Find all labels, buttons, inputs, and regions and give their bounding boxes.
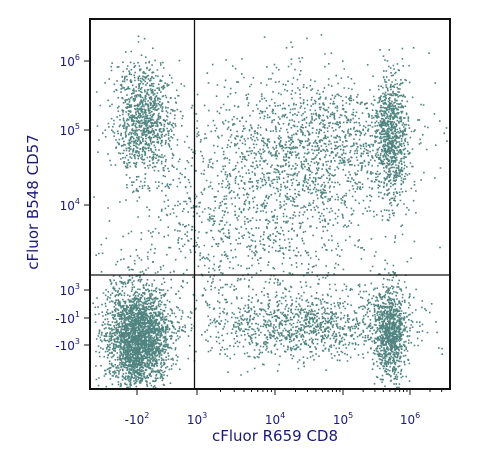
y-axis-title: cFluor B548 CD57 [24,134,42,269]
y-tick-label: -101 [55,310,80,326]
x-tick-label: 103 [187,411,207,427]
x-tick-label: 105 [333,411,353,427]
scatter-points [92,34,448,389]
y-tick-label: 105 [60,122,80,138]
x-tick-label: -102 [125,411,150,427]
x-tick-label: 104 [265,411,285,427]
y-tick-label: 104 [60,197,80,213]
plot-frame [89,18,451,390]
x-axis-title: cFluor R659 CD8 [212,427,338,445]
y-tick-label: 106 [60,53,80,69]
y-tick-label: 103 [60,282,80,298]
y-axis: -103 -101 103 104 105 106 [55,53,90,353]
event-dots [92,34,448,389]
x-tick-label: 106 [400,411,420,427]
y-tick-label: -103 [55,337,80,353]
x-axis: -102 103 104 105 106 [125,389,443,427]
